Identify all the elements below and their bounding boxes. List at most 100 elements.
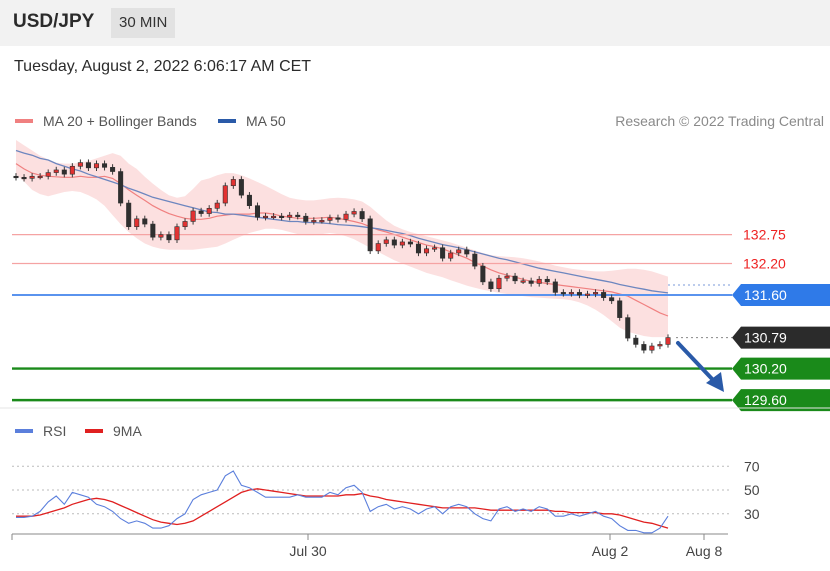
candle-body [61,169,67,175]
candle-body [609,297,615,302]
x-axis: Jul 30 Aug 2 Aug 8 [11,533,728,559]
candle [641,341,647,354]
candle [158,231,164,241]
candle-body [641,344,647,351]
candle-body [480,265,486,283]
candle [142,215,148,228]
candle [303,213,309,225]
rsi-ma-label: 9MA [113,423,142,439]
candle-body [625,317,631,339]
forecast-arrow-shaft [676,341,716,383]
candle [174,223,180,243]
rsi-tick-30: 30 [744,506,760,522]
timeframe-button[interactable]: 30 MIN [111,8,176,38]
rsi-tick-70: 70 [744,458,760,474]
candle [399,238,405,249]
candle [536,276,542,287]
chart-header: USD/JPY 30 MIN [0,0,830,46]
candle-body [238,179,244,196]
candle [504,272,510,282]
rsi-label: RSI [43,423,67,439]
candle-body [254,205,260,218]
rsi-line [16,470,669,534]
candle-body [649,345,655,351]
candle [198,207,204,217]
level-labels: 132.75 132.20 131.60 130.20 129.60 130.79 [732,227,830,412]
level-label-131.60: 131.60 [744,287,787,303]
candle [383,236,389,247]
candle [593,289,599,298]
candle-body [383,239,389,244]
candle-body [198,210,204,214]
candle [102,160,108,171]
level-label-129.60: 129.60 [744,392,787,408]
candle [472,250,478,270]
candle [520,277,526,284]
candle [488,278,494,292]
candle [568,289,574,297]
level-label-132.20: 132.20 [743,255,786,271]
candle-body [375,243,381,252]
candle [552,278,558,296]
candle-body [246,194,252,206]
candle [633,334,639,348]
candle-body [263,215,269,218]
candle [254,202,260,221]
candle [665,334,671,348]
x-tick-label: Aug 2 [592,543,629,559]
bollinger-band-area [16,140,668,338]
candle [222,182,228,207]
candle-body [126,202,132,228]
candlesticks [13,159,671,354]
rsi-swatch [15,429,33,433]
candle-body [456,249,462,254]
candle [93,160,100,172]
candle [407,238,413,248]
candle [206,205,212,217]
candle-body [142,218,148,225]
candle [182,218,188,230]
level-label-132.75: 132.75 [743,227,786,243]
candle-body [536,278,542,284]
candle-body [182,221,188,228]
candle-body [222,185,228,204]
bollinger-bands [16,140,668,338]
rsi-ma-line [16,488,669,529]
candle [166,231,172,243]
rsi-tick-50: 50 [744,482,760,498]
candle-body [37,175,43,179]
candle-body [45,172,51,177]
candle [21,174,27,182]
candle-body [568,292,574,295]
candle-body [496,277,502,290]
candle [456,246,462,257]
ma20-swatch [15,119,33,123]
level-tag-130.20 [732,357,830,380]
candle-body [190,210,196,222]
candle [657,341,663,350]
candle [343,210,349,223]
candle-body [158,234,164,238]
candle-body [528,280,534,284]
candle-body [584,293,591,296]
legend-ma50: MA 50 [218,113,286,129]
candle-body [617,300,623,318]
candle-body [295,214,301,217]
candle [118,168,124,207]
ma50-swatch [218,119,236,123]
candle [13,173,19,181]
current-price-tag [732,326,830,349]
candle-body [593,292,599,295]
candle [126,199,132,230]
candle-body [488,281,494,290]
x-tick-label: Jul 30 [289,543,327,559]
candle [53,166,59,176]
candle-body [415,243,421,254]
candle [311,217,317,225]
candle-body [432,247,438,250]
candle-body [520,280,526,283]
x-tick-label: Aug 8 [686,543,723,559]
rsi-ma-swatch [85,429,103,433]
candle-body [359,211,365,220]
candle-body [102,163,108,168]
